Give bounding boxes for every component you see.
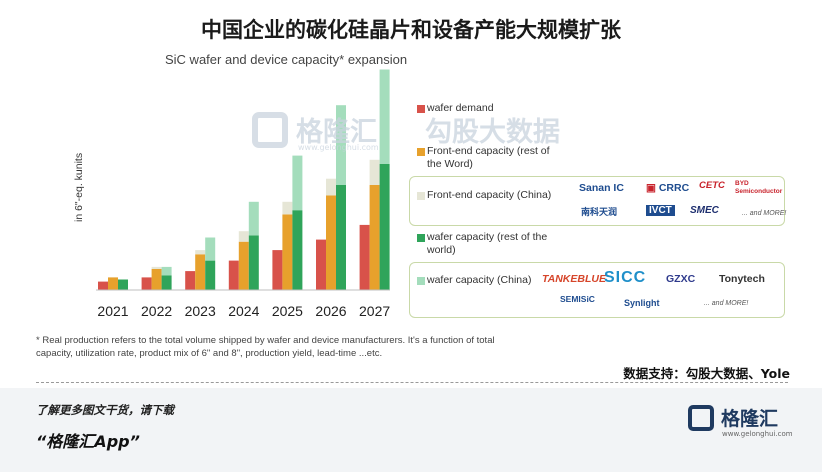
legend-wafer-china: wafer capacity (China)	[427, 274, 532, 286]
bar-front-end-capacity-rest-of-the-word--2026	[326, 195, 336, 290]
logo-cetc: CETC	[699, 180, 725, 191]
bar-wafer-capacity-rest-of-the-world--2021	[118, 279, 128, 290]
x-tick-label: 2024	[228, 303, 259, 319]
watermark-g-icon	[252, 112, 288, 148]
logo-and-more-2: ... and MORE!	[704, 300, 749, 307]
y-axis-label: in 6"-eq. kunits	[73, 153, 85, 222]
bar-wafer-capacity-rest-of-the-world--2023	[205, 260, 216, 290]
wafer-china-box	[409, 262, 785, 318]
bar-wafer-demand-2025	[272, 250, 283, 290]
logo-crrc: ▣ CRRC	[646, 182, 690, 194]
legend-swatch-wafer-china	[417, 277, 425, 285]
data-source: 数据支持：勾股大数据、Yole	[623, 366, 790, 381]
bar-wafer-capacity-china--2022	[161, 266, 172, 276]
footnote: * Real production refers to the total vo…	[36, 335, 495, 359]
x-tick-label: 2023	[185, 303, 216, 319]
bar-front-end-capacity-rest-of-the-word--2021	[108, 277, 118, 290]
bar-wafer-demand-2023	[185, 271, 196, 290]
bar-front-end-capacity-rest-of-the-word--2024	[238, 241, 249, 290]
logo-synlight: Synlight	[624, 298, 660, 308]
brand-name: 格隆汇	[721, 408, 779, 430]
bar-front-end-capacity-china--2024	[238, 231, 249, 242]
promo-text: 了解更多图文干货，请下载	[36, 403, 174, 417]
bar-front-end-capacity-rest-of-the-word--2023	[195, 254, 206, 290]
logo-gzxc: GZXC	[666, 273, 696, 285]
logo-smec: SMEC	[690, 205, 719, 216]
bar-wafer-demand-2027	[359, 224, 370, 290]
bar-front-end-capacity-china--2025	[282, 201, 293, 215]
x-tick-label: 2021	[97, 303, 128, 319]
bar-wafer-capacity-china--2027	[379, 69, 390, 164]
bar-front-end-capacity-rest-of-the-word--2025	[282, 214, 293, 290]
bar-wafer-capacity-china--2023	[205, 237, 216, 261]
watermark-url: www.gelonghui.com	[298, 143, 379, 152]
brand-g-icon	[688, 405, 714, 431]
bar-wafer-capacity-rest-of-the-world--2022	[161, 275, 172, 290]
x-tick-label: 2027	[359, 303, 390, 319]
logo-byd: BYD Semiconductor	[735, 180, 783, 195]
legend-front-end-china: Front-end capacity (China)	[427, 189, 552, 201]
legend-wafer-demand: wafer demand	[427, 102, 494, 114]
legend-swatch-wafer-demand	[417, 105, 425, 113]
bar-front-end-capacity-rest-of-the-word--2022	[151, 269, 162, 290]
bar-wafer-demand-2021	[98, 281, 108, 290]
logo-tankeblue: TANKEBLUE	[542, 273, 606, 285]
bar-wafer-capacity-rest-of-the-world--2024	[248, 235, 259, 290]
legend-front-end-row: Front-end capacity (rest of the Word)	[427, 145, 550, 170]
bar-wafer-capacity-china--2025	[292, 155, 303, 211]
bar-wafer-demand-2026	[316, 239, 326, 290]
legend-wafer-row: wafer capacity (rest of the world)	[427, 231, 548, 256]
legend-swatch-front-end-row	[417, 148, 425, 156]
bar-wafer-demand-2022	[141, 277, 152, 290]
front-end-china-box	[409, 176, 785, 226]
logo-and-more-1: ... and MORE!	[742, 210, 787, 217]
bar-chart: 2021 2022 2023 2024 2025 2026 2027 in 6"-eq. k…	[73, 69, 390, 319]
legend-swatch-wafer-row	[417, 234, 425, 242]
legend-swatch-front-end-china	[417, 192, 425, 200]
bar-wafer-capacity-rest-of-the-world--2027	[379, 164, 390, 290]
promo-footer	[0, 388, 822, 472]
bar-front-end-capacity-china--2022	[151, 266, 162, 269]
watermark-name: 格隆汇	[296, 117, 377, 148]
logo-sicc: SICC	[604, 269, 647, 286]
watermark-brand: 勾股大数据	[425, 117, 560, 148]
bar-front-end-capacity-china--2026	[326, 178, 336, 196]
logo-sanan-ic: Sanan IC	[579, 182, 624, 194]
x-tick-label: 2022	[141, 303, 172, 319]
bar-front-end-capacity-china--2027	[369, 159, 380, 185]
x-tick-label: 2026	[315, 303, 346, 319]
bar-wafer-capacity-china--2026	[336, 105, 346, 185]
brand-url: www.gelonghui.com	[722, 430, 793, 438]
logo-tonytech: Tonytech	[719, 273, 765, 285]
logo-semisic: SEMISiC	[560, 294, 595, 304]
logo-nanke: 南科天润	[581, 207, 618, 217]
bar-front-end-capacity-china--2023	[195, 250, 206, 255]
bar-wafer-capacity-rest-of-the-world--2026	[336, 185, 346, 290]
x-tick-label: 2025	[272, 303, 303, 319]
page-title: 中国企业的碳化硅晶片和设备产能大规模扩张	[201, 18, 621, 42]
bar-wafer-capacity-china--2024	[248, 201, 259, 236]
logo-ivct: IVCT	[646, 205, 675, 216]
bar-wafer-capacity-rest-of-the-world--2025	[292, 210, 303, 290]
bar-wafer-demand-2024	[228, 260, 239, 290]
divider	[36, 382, 788, 383]
chart-title: SiC wafer and device capacity* expansion	[165, 52, 408, 67]
bar-front-end-capacity-rest-of-the-word--2027	[369, 185, 380, 290]
promo-app-name[interactable]: “格隆汇App”	[36, 432, 140, 451]
